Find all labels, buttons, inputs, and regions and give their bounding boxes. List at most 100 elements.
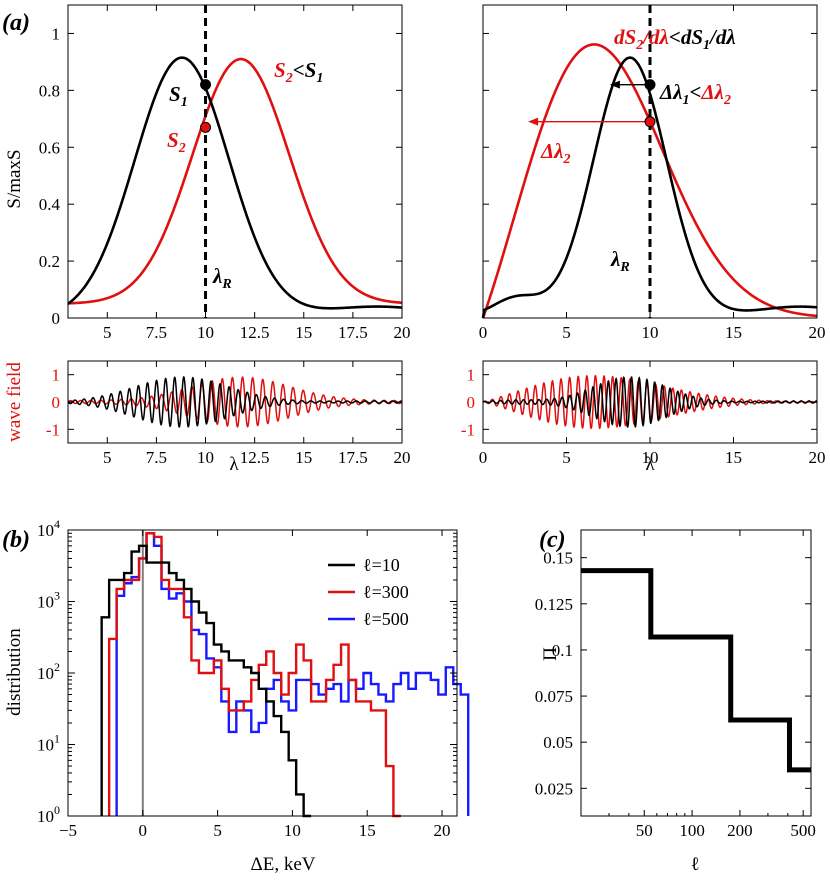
panel-label-b: (b) [2,527,30,553]
x-tick-label: 17.5 [338,323,368,342]
x-tick-label: 200 [727,821,753,840]
y-tick-label: 103 [37,589,60,612]
y-tick-label: 0.15 [543,549,573,568]
y-tick-label: 100 [37,803,60,826]
y-tick-exponent: 1 [54,732,60,746]
y-tick-exponent: 2 [54,660,60,674]
series-line-s1 [481,56,818,319]
x-tick-label: 12.5 [240,448,270,467]
label-s2: S2 [167,128,186,156]
y-tick-label: 0 [52,393,61,412]
y-tick-label: 1 [467,366,476,385]
x-tick-label: 10 [284,821,301,840]
label-lambda-r-right: λR [610,247,630,275]
y-tick-label: 104 [37,517,60,540]
step-line-pi [581,568,811,773]
x-tick-label: 20 [394,323,411,342]
x-tick-label: 0 [479,323,488,342]
panel-c-step-plot: 50 100 200 500 0.025 0.05 0.075 0.1 0.125 0.15 [535,529,816,840]
legend-label: ℓ=300 [363,582,409,602]
series-line-s1 [67,56,403,310]
point-s2-at-lambda-r [200,121,212,133]
y-tick-base: 10 [37,664,54,683]
x-tick-label: 5 [562,323,571,342]
panel-a-right: 0 5 10 15 20 [479,4,826,342]
x-tick-label: 15 [725,323,742,342]
annotation-s2-less-s1: S2<S1 [274,58,323,86]
y-tick-label: 0.025 [535,779,573,798]
x-tick-label: 15 [725,448,742,467]
wave-line-s1 [67,376,403,428]
panel-a-right-wave: 0 5 10 15 20-101 [461,360,826,467]
x-axis-label-lambda-left: λ [229,454,239,475]
x-tick-label: 100 [679,821,705,840]
x-tick-label: 15 [295,323,312,342]
x-tick-label: 5 [562,448,571,467]
x-tick-label: 0 [479,448,488,467]
arrow-head-s1 [609,80,620,89]
plot-frame [67,4,403,319]
wave-line-s1 [482,375,818,428]
panel-a-left: 5 7.5 10 12.5 15 17.5 20 0 0.2 0.4 0.6 0.8 1 [39,4,411,342]
y-axis-label-pi: Π [540,647,561,661]
y-axis-label-s-over-maxs: S/maxS [4,149,25,208]
y-tick-label: 0.05 [543,733,573,752]
x-tick-label: 5 [103,323,112,342]
annotation-delta-lambda-inequality: Δλ1<Δλ2 [659,80,731,108]
label-s1: S1 [169,82,188,110]
x-tick-label: 0 [139,821,148,840]
y-tick-label: -1 [46,420,60,439]
x-tick-label: 12.5 [240,323,270,342]
x-tick-label: 15 [295,448,312,467]
label-lambda-r-left: λR [212,264,232,292]
y-tick-label: 0.2 [39,252,60,271]
y-tick-label: 0.8 [39,81,60,100]
y-tick-label: 102 [37,660,60,683]
x-tick-label: 500 [790,821,816,840]
series-line-s2 [67,57,403,305]
y-axis-label-distribution: distribution [4,628,25,716]
x-tick-label: 10 [642,448,659,467]
label-delta-lambda-2: Δλ2 [540,139,571,167]
y-tick-exponent: 3 [54,589,60,603]
point-s1-at-lambda-r [200,79,212,91]
plot-frame [580,529,812,817]
annotation-derivative-inequality: dS2/dλ<dS1/dλ [614,25,736,53]
y-tick-label: 1 [52,24,61,43]
y-tick-base: 10 [37,593,54,612]
x-tick-label: 7.5 [146,323,167,342]
y-tick-label: 0 [52,309,61,328]
y-axis-label-wave-field: wave field [4,362,25,442]
wave-line-s2 [67,376,403,428]
point-s2-at-lambda-r [644,116,656,128]
y-tick-exponent: 4 [54,517,60,531]
x-tick-label: 20 [394,448,411,467]
x-tick-label: 10 [642,323,659,342]
x-axis-label-ell: ℓ [690,854,699,875]
x-tick-label: 15 [359,821,376,840]
x-tick-label: 20 [809,323,826,342]
x-tick-label: 5 [213,821,222,840]
y-tick-base: 10 [37,807,54,826]
panel-label-c: (c) [539,527,566,553]
point-s1-at-lambda-r [644,79,656,91]
y-tick-label: 0.6 [39,138,60,157]
arrow-head-s2 [528,117,539,126]
y-tick-label: 0.125 [535,595,573,614]
x-tick-label: −5 [59,821,77,840]
y-tick-exponent: 0 [54,803,60,817]
x-tick-label: 7.5 [146,448,167,467]
y-tick-base: 10 [37,736,54,755]
x-axis-label-delta-e: ΔE, keV [251,854,316,875]
x-tick-label: 10 [197,448,214,467]
x-tick-label: 10 [197,323,214,342]
x-tick-label: 20 [434,821,451,840]
y-tick-base: 10 [37,521,54,540]
y-tick-label: -1 [461,420,475,439]
y-tick-label: 0.4 [39,195,61,214]
y-tick-label: 0.1 [552,641,573,660]
panel-label-a: (a) [2,10,30,36]
histogram-series-l10 [100,544,312,818]
